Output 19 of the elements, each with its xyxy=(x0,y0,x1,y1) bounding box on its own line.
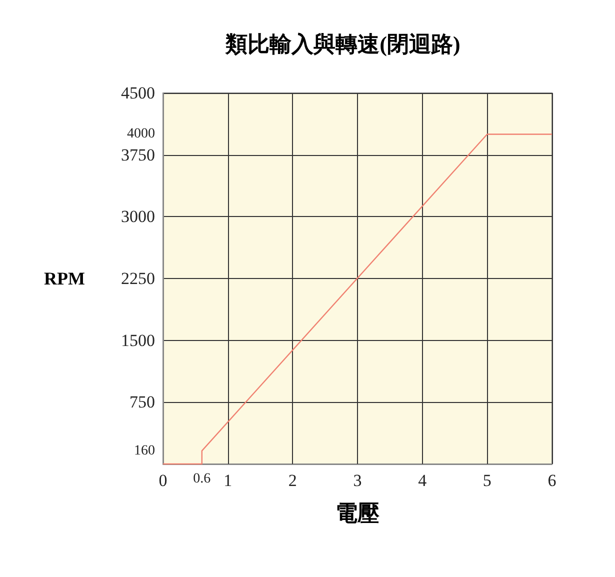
x-tick-label: 0.6 xyxy=(193,472,211,486)
y-tick-label: 160 xyxy=(134,443,155,458)
x-axis-title: 電壓 xyxy=(336,500,380,526)
x-tick-label: 6 xyxy=(548,471,556,490)
y-tick-label: 3000 xyxy=(121,207,155,226)
x-tick-label: 2 xyxy=(288,471,297,490)
y-tick-label: 4500 xyxy=(121,84,155,102)
y-tick-label: 750 xyxy=(130,392,155,412)
x-tick-label: 4 xyxy=(418,471,428,490)
y-axis-title: RPM xyxy=(44,268,86,288)
x-tick-label: 5 xyxy=(482,471,492,490)
y-tick-label: 4000 xyxy=(127,126,155,142)
x-tick-label: 3 xyxy=(353,471,362,490)
y-tick-label: 2250 xyxy=(121,269,155,288)
x-tick-label: 0 xyxy=(158,471,168,490)
chart-title: 類比輸入與轉速(閉迴路) xyxy=(224,32,460,56)
y-tick-label: 3750 xyxy=(121,145,155,164)
y-tick-label: 1500 xyxy=(121,330,155,350)
x-tick-label: 1 xyxy=(224,471,232,490)
